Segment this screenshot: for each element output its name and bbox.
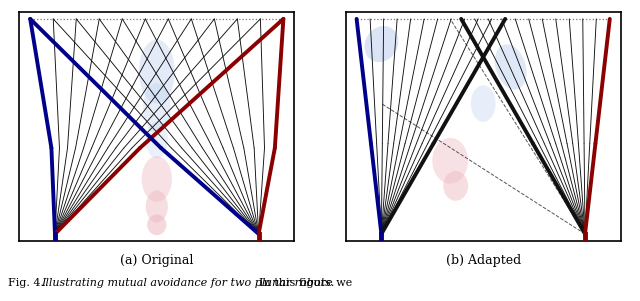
Ellipse shape (471, 85, 495, 122)
Ellipse shape (146, 122, 168, 158)
Text: In this figure we: In this figure we (252, 278, 352, 288)
Ellipse shape (147, 215, 166, 235)
Text: (a) Original: (a) Original (120, 254, 193, 267)
Text: Fig. 4.: Fig. 4. (8, 278, 44, 288)
Text: Illustrating mutual avoidance for two planar robots.: Illustrating mutual avoidance for two pl… (42, 278, 335, 288)
Ellipse shape (444, 171, 468, 201)
Ellipse shape (143, 83, 170, 133)
Ellipse shape (432, 138, 468, 184)
Ellipse shape (495, 45, 527, 89)
Text: (b) Adapted: (b) Adapted (445, 254, 521, 267)
Ellipse shape (139, 39, 175, 104)
Ellipse shape (141, 156, 172, 202)
Ellipse shape (364, 26, 398, 62)
Ellipse shape (146, 191, 168, 222)
